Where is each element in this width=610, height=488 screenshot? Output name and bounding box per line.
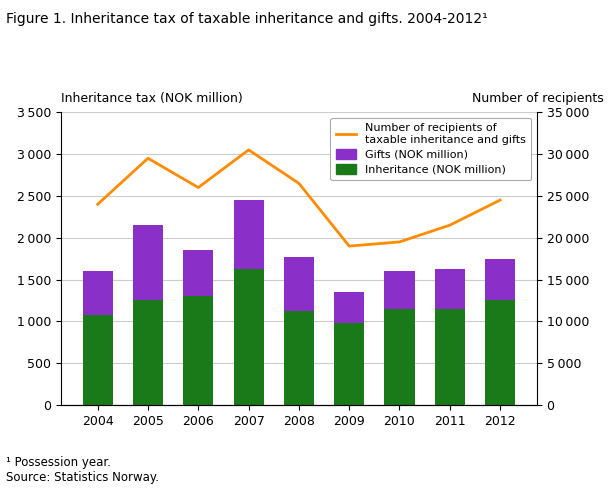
Bar <box>435 309 465 405</box>
Bar <box>82 271 113 315</box>
Text: Figure 1. Inheritance tax of taxable inheritance and gifts. 2004-2012¹: Figure 1. Inheritance tax of taxable inh… <box>6 12 488 26</box>
Bar <box>334 324 364 405</box>
Bar <box>284 311 314 405</box>
Bar <box>384 271 415 309</box>
Text: ¹ Possession year.: ¹ Possession year. <box>6 456 111 469</box>
Text: Inheritance tax (NOK million): Inheritance tax (NOK million) <box>61 92 243 105</box>
Bar <box>82 315 113 405</box>
Bar <box>183 250 214 296</box>
Bar <box>435 269 465 309</box>
Bar <box>485 259 515 301</box>
Bar <box>133 225 163 301</box>
Bar <box>485 301 515 405</box>
Text: Source: Statistics Norway.: Source: Statistics Norway. <box>6 471 159 484</box>
Text: Number of recipients: Number of recipients <box>472 92 604 105</box>
Bar <box>384 309 415 405</box>
Bar <box>133 301 163 405</box>
Bar <box>183 296 214 405</box>
Bar <box>234 200 264 269</box>
Bar <box>284 257 314 311</box>
Bar <box>334 292 364 324</box>
Legend: Number of recipients of
taxable inheritance and gifts, Gifts (NOK million), Inhe: Number of recipients of taxable inherita… <box>331 118 531 180</box>
Bar <box>234 269 264 405</box>
